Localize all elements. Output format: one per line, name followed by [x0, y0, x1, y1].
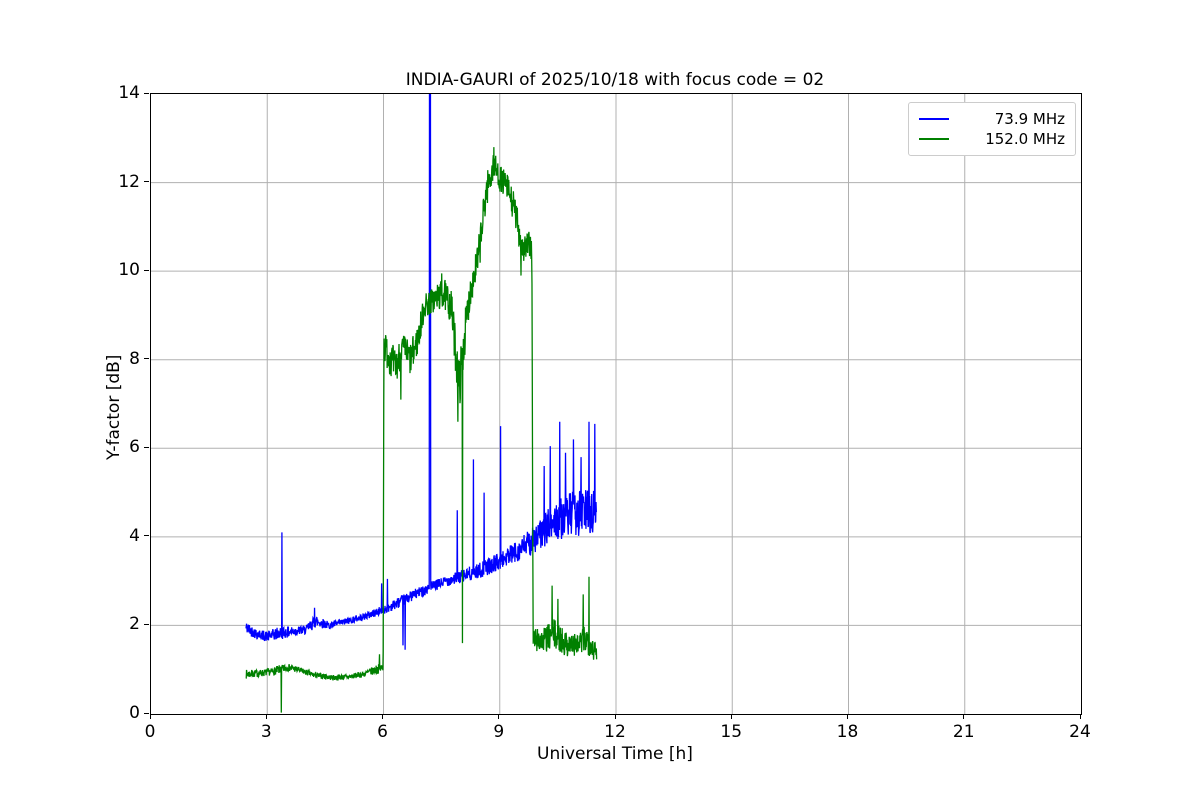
x-tick-label-0: 0 [144, 722, 156, 742]
y-tick-mark-14 [144, 92, 149, 94]
x-tick-mark-9 [498, 714, 500, 719]
x-tick-label-9: 9 [493, 722, 505, 742]
legend-line-swatch-green [919, 138, 949, 140]
x-tick-mark-15 [730, 714, 732, 719]
y-tick-mark-6 [144, 446, 149, 448]
y-tick-label-0: 0 [129, 703, 140, 723]
x-tick-mark-6 [382, 714, 383, 719]
plot-svg [151, 94, 1081, 714]
y-tick-mark-10 [144, 269, 149, 271]
y-tick-mark-2 [144, 623, 149, 625]
x-axis-label: Universal Time [h] [537, 744, 693, 764]
x-tick-label-6: 6 [377, 722, 388, 742]
x-tick-mark-21 [963, 714, 965, 719]
x-tick-label-15: 15 [720, 722, 743, 742]
y-tick-label-8: 8 [129, 348, 140, 369]
series-line-1-152.0-mhz [245, 147, 598, 713]
legend-line-swatch-blue [919, 118, 949, 120]
y-tick-label-2: 2 [129, 614, 140, 635]
x-tick-mark-24 [1079, 714, 1081, 719]
x-tick-mark-0 [149, 714, 151, 719]
x-tick-label-21: 21 [952, 722, 975, 742]
y-tick-mark-4 [144, 535, 149, 537]
y-tick-label-6: 6 [129, 437, 140, 458]
legend-item: 152.0 MHz [919, 130, 1065, 148]
y-tick-label-10: 10 [118, 260, 140, 281]
x-tick-mark-3 [265, 714, 267, 719]
y-tick-mark-8 [144, 358, 149, 360]
x-tick-label-24: 24 [1069, 722, 1091, 742]
x-tick-mark-18 [847, 714, 848, 719]
legend-label: 152.0 MHz [985, 130, 1065, 148]
x-tick-label-12: 12 [604, 722, 626, 742]
plot-area [150, 93, 1082, 715]
y-tick-label-4: 4 [129, 525, 140, 546]
legend-label: 73.9 MHz [994, 110, 1065, 128]
y-tick-mark-12 [144, 181, 149, 183]
y-tick-mark-0 [144, 712, 149, 714]
x-tick-mark-12 [614, 714, 616, 719]
x-tick-label-18: 18 [836, 722, 859, 742]
series-line-0-73.9-mhz [245, 94, 598, 650]
chart-title: INDIA-GAURI of 2025/10/18 with focus cod… [405, 70, 825, 90]
x-tick-label-3: 3 [260, 722, 272, 742]
legend-item: 73.9 MHz [919, 110, 1065, 128]
y-tick-label-12: 12 [118, 171, 140, 192]
y-tick-label-14: 14 [118, 83, 140, 103]
legend: 73.9 MHz 152.0 MHz [908, 102, 1076, 156]
